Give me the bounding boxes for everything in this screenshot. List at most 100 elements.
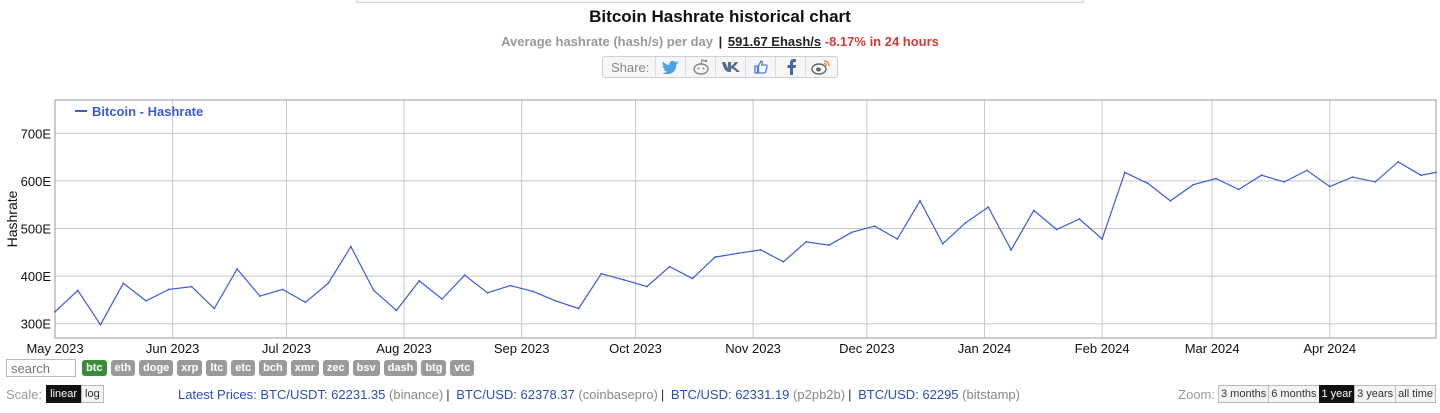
zoom-selector: Zoom: 3 months 6 months 1 year 3 years a… [1178,385,1436,403]
chart-grid [54,100,1436,338]
scale-label: Scale: [6,386,43,402]
data-point [1397,160,1399,163]
facebook-icon[interactable] [776,57,807,77]
data-point [1123,171,1126,174]
share-bar: Share: [602,56,838,78]
data-point [1306,169,1308,172]
data-point [554,299,557,302]
reddit-icon[interactable] [686,57,717,77]
data-point [1328,185,1331,188]
data-point [167,288,170,291]
page-title: Bitcoin Hashrate historical chart [589,7,851,26]
scale-log-button[interactable]: log [81,385,104,403]
data-point [1419,174,1422,177]
x-tick-label: Jan 2024 [958,341,1012,356]
data-point [1101,238,1104,240]
zoom-3-years-button[interactable]: 3 years [1354,385,1397,403]
weibo-icon[interactable] [806,57,836,77]
data-point [1351,176,1354,179]
price-coinbasepro[interactable]: BTC/USD: 62378.37 [456,387,575,402]
data-point [782,260,785,263]
coin-doge-button[interactable]: doge [139,360,174,376]
price-p2pb2b[interactable]: BTC/USD: 62331.19 [670,387,790,402]
zoom-3-months-button[interactable]: 3 months [1218,385,1270,403]
x-axis: May 2023 Jun 2023 Jul 2023 Aug 2023 Sep 2023… [26,341,1356,356]
data-point [964,221,967,224]
data-point [281,288,284,291]
data-point [1283,180,1286,183]
coin-selector: btc eth doge xrp ltc etc bch xmr zec bsv… [6,359,478,377]
scale-selector: Scale: linear log [6,385,104,403]
data-point [99,323,102,326]
y-tick-label: 400E [21,269,52,284]
y-axis: 300E 400E 500E 600E 700E [21,126,52,331]
vk-icon[interactable] [716,57,747,77]
data-point [350,245,352,248]
coin-bch-button[interactable]: bch [259,360,287,376]
share-label: Share: [603,57,657,77]
data-point [532,290,534,293]
data-point [1192,183,1195,186]
data-point [623,279,625,281]
coin-btg-button[interactable]: btg [421,360,447,376]
x-tick-label: Nov 2023 [725,341,781,356]
data-point [759,249,762,251]
data-point [327,282,330,285]
series-points [54,160,1437,326]
twitter-icon[interactable] [656,57,687,77]
zoom-6-months-button[interactable]: 6 months [1268,385,1320,403]
x-tick-label: Oct 2023 [609,341,662,356]
coin-zec-button[interactable]: zec [322,360,349,376]
data-point [236,268,239,270]
coin-btc-button[interactable]: btc [82,360,107,376]
latest-prices: Latest Prices: BTC/USDT: 62231.35 (binan… [178,387,1020,402]
subtitle-separator: | [718,34,723,49]
scale-linear-button[interactable]: linear [46,385,82,403]
data-point [441,298,443,300]
coin-eth-button[interactable]: eth [110,360,135,376]
data-point [987,206,990,208]
data-point [1010,249,1012,251]
data-point [691,277,694,280]
data-point [486,291,489,294]
hashrate-change: -8.17% in 24 hours [824,34,939,49]
y-tick-label: 300E [21,317,52,332]
price-binance[interactable]: BTC/USDT: 62231.35 [260,387,386,402]
exchange-p2pb2b: (p2pb2b) [793,387,846,402]
prices-label: Latest Prices: [178,387,257,402]
zoom-all-time-button[interactable]: all time [1395,385,1436,403]
like-icon[interactable] [746,57,777,77]
data-point [463,274,466,277]
data-point [668,265,671,268]
data-point [1260,174,1263,177]
search-input[interactable] [6,359,76,377]
x-tick-label: Aug 2023 [376,341,432,356]
zoom-1-year-button[interactable]: 1 year [1318,385,1356,403]
coin-ltc-button[interactable]: ltc [206,360,228,376]
data-point [919,200,921,202]
price-bitstamp[interactable]: BTC/USD: 62295 [858,387,959,402]
current-hashrate: 591.67 Ehash/s [727,34,822,49]
data-point [54,310,56,313]
coin-xmr-button[interactable]: xmr [290,360,319,376]
data-point [737,252,739,255]
data-point [1078,218,1081,220]
coin-xrp-button[interactable]: xrp [177,360,203,376]
data-point [395,309,398,312]
data-point [372,289,375,292]
coin-dash-button[interactable]: dash [383,360,418,376]
data-point [805,240,808,243]
data-point [1374,180,1377,183]
exchange-binance: (binance) [389,387,444,402]
coin-etc-button[interactable]: etc [231,360,256,376]
coin-vtc-button[interactable]: vtc [450,360,475,376]
data-point [714,256,717,258]
x-tick-label: Dec 2023 [839,341,895,356]
data-point [190,285,193,288]
data-point [1032,209,1035,212]
coin-bsv-button[interactable]: bsv [352,360,380,376]
y-tick-label: 700E [21,126,52,141]
data-point [896,238,899,240]
data-point [645,285,648,288]
data-point [941,242,944,245]
